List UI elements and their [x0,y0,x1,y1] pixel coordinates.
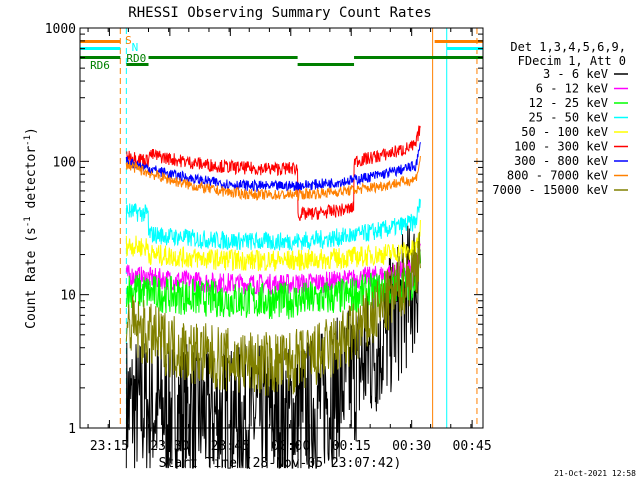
legend-label: 12 - 25 keV [529,96,608,110]
series-line [125,219,421,272]
chart-title: RHESSI Observing Summary Count Rates [128,5,431,21]
legend-label: 6 - 12 keV [536,82,608,96]
x-axis: 23:15 23:30 23:45 00:00 00:15 00:30 00:45 [87,28,492,454]
flag-bar-s [434,40,483,43]
x-tick-label: 23:30 [150,439,189,454]
footer-timestamp: 21-Oct-2021 12:58 [554,469,636,478]
flag-bar-rd0 [148,56,298,59]
legend-label: 100 - 300 keV [514,140,608,154]
flag-bar-n [446,47,483,50]
series-line [125,198,421,251]
flag-label-rd6: RD6 [90,59,110,72]
flag-label-s: S [125,34,132,47]
x-tick-label: 00:30 [392,439,431,454]
flag-bar-rd0 [80,56,121,59]
legend-header-line: FDecim 1, Att 0 [518,54,626,68]
y-tick-label: 1000 [45,22,76,37]
legend: Det 1,3,4,5,6,9,FDecim 1, Att 03 - 6 keV… [492,40,628,197]
legend-label: 25 - 50 keV [529,111,608,125]
legend-label: 50 - 100 keV [521,125,608,139]
x-tick-label: 00:15 [332,439,371,454]
flag-bar-n [80,47,121,50]
y-tick-label: 100 [53,155,76,170]
series-line [125,225,421,469]
flag-bar-rd6 [297,63,355,66]
flag-bar-s [80,40,121,43]
series-line [125,155,421,201]
x-tick-label: 00:00 [271,439,310,454]
x-axis-label: Start Time (28-Nov-05 23:07:42) [159,456,402,471]
legend-label: 300 - 800 keV [514,154,608,168]
legend-header-line: Det 1,3,4,5,6,9, [510,40,626,54]
x-tick-label: 00:45 [453,439,492,454]
y-tick-label: 1 [68,422,76,437]
plot-frame [79,27,484,429]
series-line [125,251,421,320]
series-line [125,231,421,396]
legend-label: 800 - 7000 keV [507,169,608,183]
y-axis: 1 10 100 1000 [45,22,483,437]
x-tick-label: 23:45 [211,439,250,454]
flag-bar-rd6 [126,63,149,66]
legend-label: 7000 - 15000 keV [492,183,608,197]
x-tick-label: 23:15 [90,439,129,454]
flag-label-n: N [132,41,139,54]
series-line [125,142,421,193]
series-line [126,125,421,221]
flag-label-rd0: RD0 [126,52,146,65]
flag-bar-rd0 [354,56,483,59]
y-tick-label: 10 [60,289,76,304]
y-axis-label: Count Rate (s-1 detector-1) [23,127,39,329]
legend-label: 3 - 6 keV [543,67,608,81]
